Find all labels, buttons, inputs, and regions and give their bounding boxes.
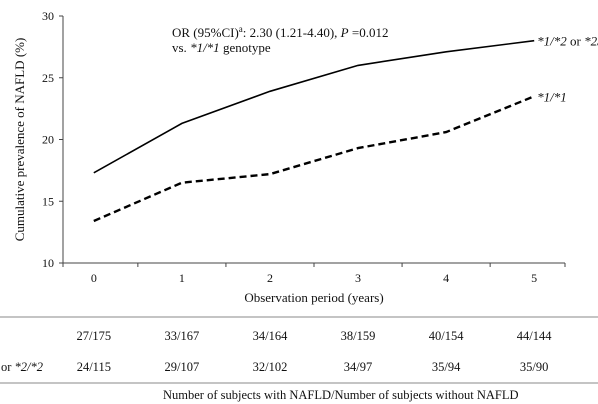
series-label-1: *1/*2 or *2/*2 xyxy=(537,34,598,49)
x-tick-label: 5 xyxy=(531,271,537,285)
series-line-2 xyxy=(93,95,535,223)
y-tick-label: 25 xyxy=(42,71,54,85)
table-cell: 34/97 xyxy=(344,360,372,374)
y-tick-label: 20 xyxy=(42,133,54,147)
x-tick-label: 2 xyxy=(267,271,273,285)
series-label-2: *1/*1 xyxy=(537,89,567,104)
table-cell: 35/94 xyxy=(432,360,461,374)
table-cell: 34/164 xyxy=(253,329,288,343)
x-tick-label: 0 xyxy=(91,271,97,285)
odds-ratio-annotation: OR (95%CI)a: 2.30 (1.21-4.40), P =0.012 xyxy=(172,24,388,40)
x-tick-label: 1 xyxy=(179,271,185,285)
table-cell: 24/115 xyxy=(77,360,111,374)
y-tick-label: 30 xyxy=(42,9,54,23)
x-tick-label: 3 xyxy=(355,271,361,285)
table-cell: 35/90 xyxy=(520,360,548,374)
y-tick-label: 15 xyxy=(42,194,54,208)
y-axis-title: Cumulative prevalence of NAFLD (%) xyxy=(12,38,27,242)
table-row-label-2: or *2/*2 xyxy=(1,360,43,374)
series-line-1 xyxy=(93,39,535,174)
table-cell: 38/159 xyxy=(341,329,376,343)
table-cell: 32/102 xyxy=(253,360,288,374)
reference-genotype-annotation: vs. *1/*1 genotype xyxy=(172,40,271,55)
x-tick-label: 4 xyxy=(443,271,449,285)
table-cell: 29/107 xyxy=(165,360,200,374)
table-cell: 40/154 xyxy=(429,329,464,343)
x-axis-title: Observation period (years) xyxy=(244,290,383,305)
y-tick-label: 10 xyxy=(42,256,54,270)
table-caption: Number of subjects with NAFLD/Number of … xyxy=(163,388,519,402)
table-cell: 27/175 xyxy=(76,329,111,343)
table-cell: 44/144 xyxy=(517,329,552,343)
table-cell: 33/167 xyxy=(165,329,200,343)
